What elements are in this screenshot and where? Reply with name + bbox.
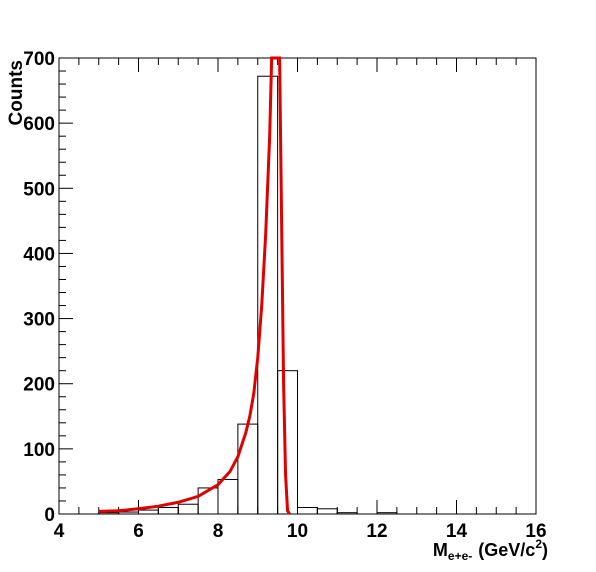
x-tick-label: 12 — [366, 521, 387, 542]
y-axis-label: Counts — [6, 60, 27, 125]
histogram-bar — [217, 478, 239, 515]
x-axis-label-main: M — [433, 540, 448, 560]
histogram-bar — [98, 512, 120, 515]
x-tick-label: 8 — [213, 521, 224, 542]
histogram-bar — [336, 512, 358, 515]
histogram-bar — [376, 512, 398, 515]
x-axis-label-close: ) — [542, 540, 548, 560]
y-tick-label: 500 — [23, 179, 55, 200]
x-tick-label: 16 — [525, 521, 546, 542]
x-axis-label: Me+e- (GeV/c2) — [433, 537, 548, 563]
y-tick-label: 600 — [23, 114, 55, 135]
fit-curve — [98, 56, 291, 515]
x-tick-label: 4 — [54, 521, 65, 542]
x-axis-label-sub: e+e- — [448, 549, 472, 563]
x-tick-label: 10 — [287, 521, 308, 542]
histogram-bar — [257, 75, 279, 515]
tick-labels: 4 6 8 10 12 14 16 0 100 200 300 400 500 600 700 — [23, 49, 546, 542]
histogram-bar — [297, 506, 318, 515]
y-tick-label: 100 — [23, 440, 55, 461]
histogram-bar — [157, 506, 179, 515]
y-tick-label: 400 — [23, 244, 55, 265]
x-axis-label-sup: 2 — [535, 537, 542, 551]
histogram-bar — [177, 503, 199, 515]
histogram-bar — [316, 508, 338, 515]
y-tick-label: 700 — [23, 49, 55, 70]
axis-ticks — [58, 57, 537, 515]
y-tick-label: 300 — [23, 310, 55, 331]
x-tick-label: 14 — [446, 521, 468, 542]
histogram-bars — [98, 75, 398, 515]
x-tick-label: 6 — [133, 521, 144, 542]
histogram-bar — [118, 511, 139, 515]
y-tick-label: 0 — [44, 505, 55, 526]
x-axis-label-unit: (GeV/c — [478, 540, 535, 560]
y-tick-label: 200 — [23, 375, 55, 396]
histogram-bar — [138, 509, 159, 515]
histogram-bar — [237, 423, 259, 515]
histogram-bar — [277, 370, 298, 515]
